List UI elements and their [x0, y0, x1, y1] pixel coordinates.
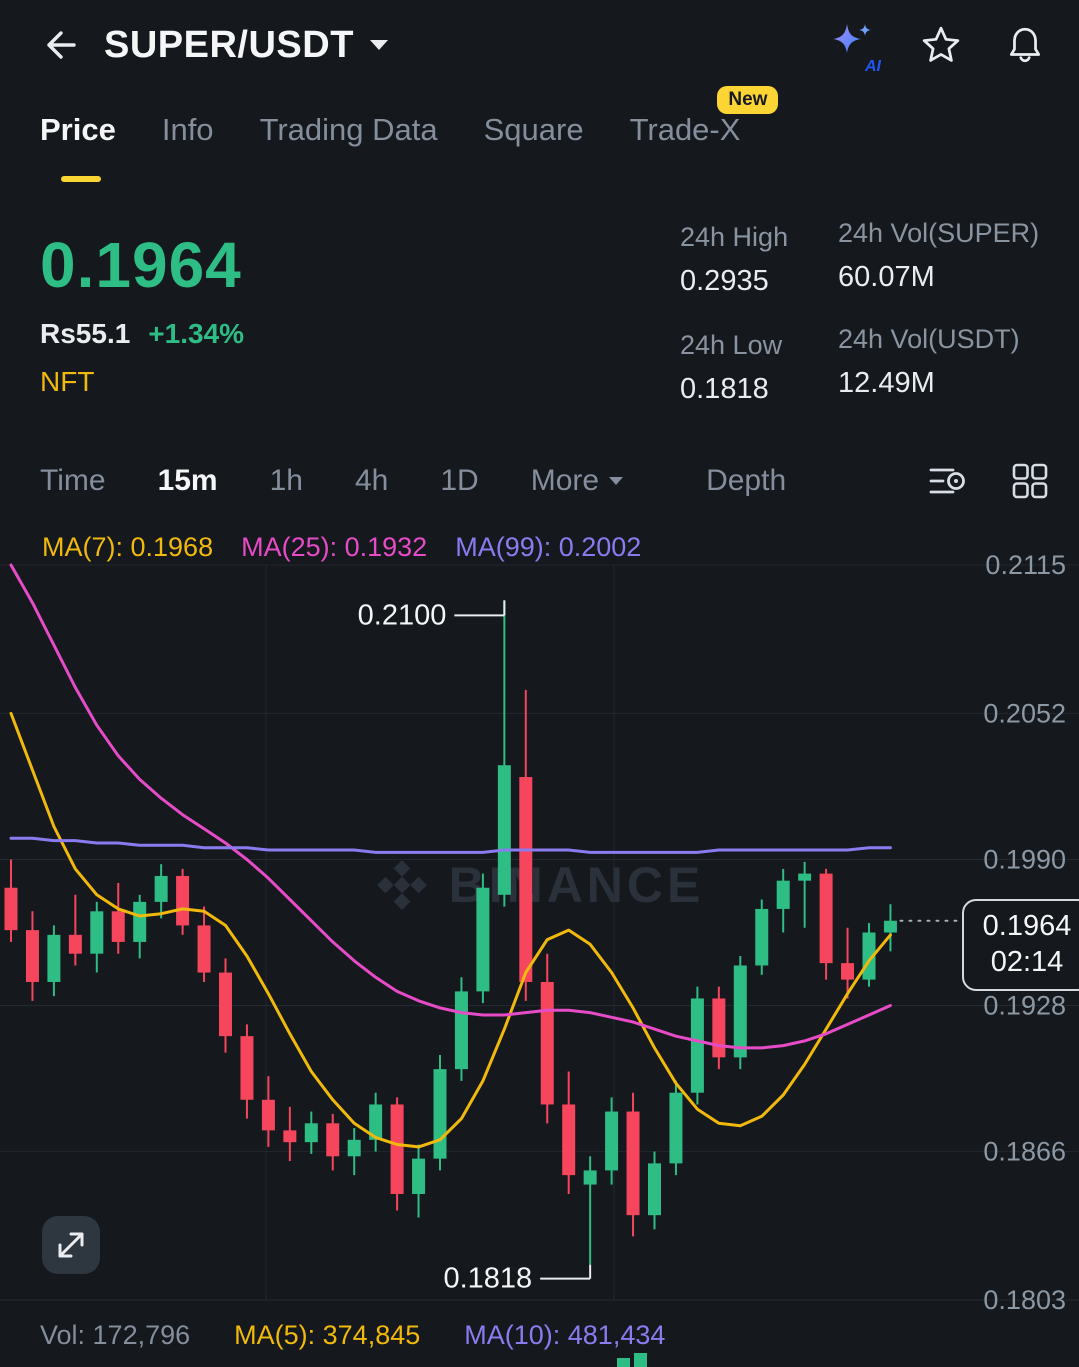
- volume-value: Vol: 172,796: [40, 1320, 191, 1350]
- ma99-legend: MA(99): 0.2002: [455, 532, 642, 562]
- stat-label: 24h Vol(USDT): [838, 324, 1020, 354]
- stat-24h-vol-super: 24h Vol(SUPER) 60.07M: [838, 218, 1039, 294]
- interval-1h[interactable]: 1h: [269, 464, 303, 497]
- chevron-down-icon: [609, 476, 624, 485]
- active-tab-underline: [61, 176, 101, 182]
- tab-trading-data[interactable]: Trading Data: [259, 112, 438, 147]
- stat-value: 60.07M: [838, 261, 935, 293]
- tab-trade-x[interactable]: Trade-X New: [629, 86, 779, 148]
- fullscreen-expand-button[interactable]: [42, 1216, 100, 1274]
- price-chart[interactable]: 0.2115 0.2052 0.1990 0.1928 0.1866 0.1803 0.21…: [0, 520, 1079, 1310]
- stat-24h-low: 24h Low 0.1818: [680, 330, 782, 406]
- svg-text:0.2100: 0.2100: [358, 599, 447, 631]
- expand-icon: [58, 1232, 84, 1258]
- svg-text:0.1803: 0.1803: [983, 1285, 1066, 1310]
- stat-label: 24h Low: [680, 330, 783, 360]
- tab-price[interactable]: Price: [40, 112, 116, 147]
- interval-1d[interactable]: 1D: [440, 464, 479, 497]
- chevron-down-icon: [369, 40, 388, 50]
- last-price: 0.1964: [40, 229, 242, 301]
- current-price-badge: 0.1964 02:14: [962, 898, 1079, 991]
- interval-time[interactable]: Time: [40, 464, 106, 497]
- interval-4h[interactable]: 4h: [354, 464, 389, 497]
- countdown-timer: 02:14: [990, 946, 1064, 979]
- indicator-settings-icon: [929, 468, 965, 494]
- svg-text:0.1818: 0.1818: [443, 1263, 532, 1295]
- ai-label: AI: [865, 58, 881, 75]
- fiat-price: Rs55.1: [40, 318, 131, 349]
- current-price: 0.1964: [982, 910, 1072, 943]
- svg-text:0.1928: 0.1928: [983, 991, 1066, 1021]
- chart-layout-grid-button[interactable]: [1011, 462, 1049, 500]
- watermark-text: BINANCE: [448, 857, 705, 913]
- nft-tag[interactable]: NFT: [40, 366, 95, 397]
- stat-value: 0.1818: [680, 373, 769, 405]
- back-arrow-icon: [47, 31, 76, 59]
- stat-label: 24h High: [680, 222, 789, 252]
- volume-bar: [634, 1353, 647, 1367]
- tab-square[interactable]: Square: [483, 112, 584, 147]
- top-actions: AI: [827, 20, 1045, 75]
- pair-selector[interactable]: SUPER/USDT: [104, 24, 390, 67]
- interval-more-dropdown[interactable]: More: [531, 464, 624, 498]
- vol-ma5-legend: MA(5): 374,845: [234, 1320, 421, 1350]
- svg-text:0.1866: 0.1866: [983, 1137, 1066, 1167]
- volume-legend: Vol: 172,796 MA(5): 374,845 MA(10): 481,…: [40, 1320, 665, 1351]
- grid-icon: [1012, 463, 1048, 499]
- binance-watermark: BINANCE: [0, 856, 1079, 914]
- vol-ma10-legend: MA(10): 481,434: [464, 1320, 666, 1350]
- indicator-settings-button[interactable]: [927, 462, 967, 500]
- price-block: 0.1964 Rs55.1 +1.34% NFT: [40, 228, 244, 398]
- ma7-legend: MA(7): 0.1968: [42, 532, 214, 562]
- svg-text:0.2115: 0.2115: [985, 550, 1066, 580]
- interval-bar: Time 15m 1h 4h 1D More Depth: [40, 462, 1049, 500]
- favorite-star-button[interactable]: [921, 26, 961, 64]
- stat-label: 24h Vol(SUPER): [838, 218, 1040, 248]
- stat-value: 0.2935: [680, 265, 769, 297]
- svg-text:0.1990: 0.1990: [983, 844, 1066, 874]
- stat-24h-vol-usdt: 24h Vol(USDT) 12.49M: [838, 324, 1020, 400]
- ma-legend: MA(7): 0.1968 MA(25): 0.1932 MA(99): 0.2…: [42, 532, 641, 563]
- new-badge: New: [717, 86, 779, 114]
- depth-button[interactable]: Depth: [706, 464, 787, 497]
- price-change-percent: +1.34%: [148, 318, 245, 349]
- ai-sparkle-icon: [833, 24, 871, 53]
- more-label: More: [530, 464, 600, 497]
- stat-24h-high: 24h High 0.2935: [680, 222, 788, 298]
- pair-title: SUPER/USDT: [104, 23, 354, 66]
- bell-icon: [1009, 27, 1041, 63]
- back-button[interactable]: [30, 17, 86, 73]
- volume-bar: [617, 1358, 630, 1367]
- star-icon: [922, 26, 960, 62]
- interval-15m[interactable]: 15m: [157, 464, 218, 497]
- tab-trade-x-label: Trade-X: [629, 112, 741, 147]
- tab-info[interactable]: Info: [161, 112, 214, 147]
- top-bar: SUPER/USDT AI: [0, 0, 1079, 90]
- svg-text:0.2052: 0.2052: [983, 698, 1066, 728]
- binance-logo-icon: [376, 860, 427, 910]
- stat-value: 12.49M: [838, 367, 935, 399]
- notifications-button[interactable]: [1005, 25, 1045, 65]
- ma25-legend: MA(25): 0.1932: [241, 532, 428, 562]
- ai-assistant-button[interactable]: AI: [827, 20, 881, 75]
- tab-bar: Price Info Trading Data Square Trade-X N…: [40, 86, 1059, 148]
